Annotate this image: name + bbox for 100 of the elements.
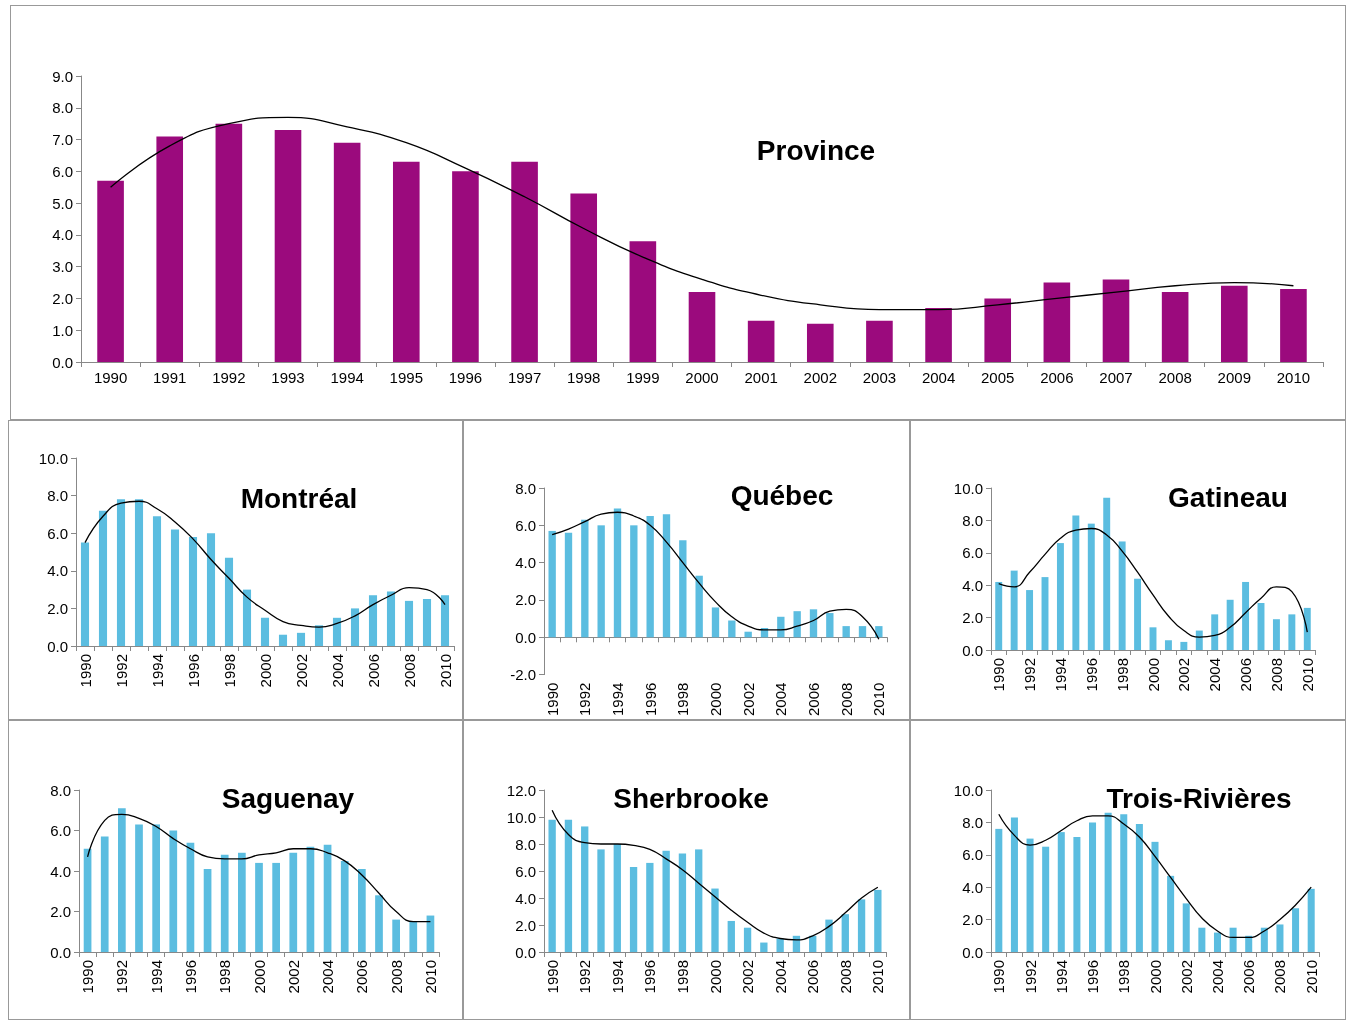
x-tick-label: 1996 bbox=[641, 960, 659, 994]
y-tick-label: 6.0 bbox=[515, 862, 536, 880]
bar bbox=[581, 519, 589, 638]
bar bbox=[98, 510, 108, 646]
bar bbox=[1010, 570, 1018, 650]
x-tick-label: 2008 bbox=[1271, 960, 1289, 994]
y-tick-label: 6.0 bbox=[962, 544, 983, 562]
bar bbox=[826, 613, 834, 638]
y-tick-label: 0.0 bbox=[50, 943, 71, 961]
bar bbox=[1182, 903, 1190, 952]
bar bbox=[1276, 924, 1284, 952]
chart-title: Saguenay bbox=[221, 782, 355, 814]
bar bbox=[688, 292, 716, 362]
x-tick-label: 1990 bbox=[990, 658, 1008, 692]
bar bbox=[156, 136, 184, 362]
x-tick-label: 1995 bbox=[389, 369, 423, 386]
bar bbox=[135, 824, 143, 952]
bar bbox=[206, 533, 216, 646]
y-tick-label: 9.0 bbox=[52, 67, 73, 85]
y-tick-label: 2.0 bbox=[52, 289, 73, 307]
x-tick-label: 2000 bbox=[1144, 658, 1162, 692]
bar bbox=[274, 130, 302, 362]
x-tick-label: 2010 bbox=[869, 960, 887, 994]
bar bbox=[1213, 932, 1221, 952]
x-tick-label: 1996 bbox=[448, 369, 483, 386]
chart-title: Québec bbox=[730, 479, 834, 511]
x-tick-label: 1992 bbox=[576, 682, 594, 717]
text: Montréal bbox=[240, 482, 358, 514]
bar bbox=[597, 525, 605, 638]
x-tick-label: 1991 bbox=[153, 369, 187, 386]
bar bbox=[809, 935, 817, 952]
x-tick-label: 2006 bbox=[364, 654, 382, 688]
bar bbox=[1292, 908, 1300, 952]
bar bbox=[1043, 282, 1071, 362]
y-tick-label: 10.0 bbox=[953, 479, 983, 497]
bar bbox=[597, 849, 605, 952]
bar bbox=[1087, 523, 1095, 650]
y-tick-label: 0.0 bbox=[962, 641, 983, 659]
y-tick-label: 1.0 bbox=[52, 321, 73, 339]
bar bbox=[809, 609, 818, 638]
x-tick-label: 2000 bbox=[706, 960, 724, 994]
x-tick-label: 2007 bbox=[1099, 369, 1133, 386]
x-tick-label: 1990 bbox=[76, 654, 94, 688]
y-tick-label: 4.0 bbox=[962, 576, 983, 594]
line-series bbox=[998, 813, 1312, 939]
y-tick-label: 4.0 bbox=[52, 226, 73, 244]
bar bbox=[613, 508, 622, 638]
bar bbox=[314, 625, 324, 646]
x-tick-label: 1992 bbox=[112, 654, 130, 688]
bar bbox=[629, 866, 638, 952]
x-tick-label: 2006 bbox=[805, 682, 822, 717]
bar bbox=[744, 631, 752, 638]
x-tick-label: 2000 bbox=[250, 960, 268, 994]
bar bbox=[152, 516, 162, 646]
y-tick-label: 6.0 bbox=[52, 162, 73, 180]
bar bbox=[875, 626, 883, 638]
bar bbox=[272, 862, 280, 952]
bar bbox=[289, 852, 298, 952]
bar bbox=[1280, 288, 1307, 362]
y-tick-label: 6.0 bbox=[962, 846, 983, 864]
y-tick-label: 0.0 bbox=[515, 943, 536, 961]
bar bbox=[1057, 832, 1065, 952]
bar bbox=[995, 581, 1003, 650]
x-tick-label: 2002 bbox=[739, 682, 757, 717]
bar bbox=[1229, 927, 1237, 952]
y-tick-label: 8.0 bbox=[47, 487, 68, 505]
bar bbox=[806, 323, 834, 362]
x-tick-label: 2004 bbox=[921, 369, 956, 386]
x-tick-label: 2010 bbox=[870, 682, 888, 717]
line-series bbox=[86, 813, 432, 923]
x-tick-label: 1992 bbox=[212, 369, 246, 386]
y-tick-label: 6.0 bbox=[47, 524, 68, 542]
bar bbox=[777, 616, 785, 638]
bar bbox=[581, 826, 589, 952]
x-tick-label: 1999 bbox=[626, 369, 660, 386]
x-tick-label: 1998 bbox=[1113, 658, 1131, 692]
y-tick-label: 0.0 bbox=[962, 943, 983, 961]
bar bbox=[278, 634, 288, 646]
y-tick-label: 8.0 bbox=[515, 835, 536, 853]
bar bbox=[743, 927, 752, 952]
x-tick-label: 2008 bbox=[387, 960, 405, 994]
bar bbox=[220, 854, 229, 952]
x-tick-label: 1990 bbox=[543, 960, 561, 994]
y-tick-label: 6.0 bbox=[515, 516, 536, 534]
bar bbox=[1072, 515, 1080, 650]
y-tick-label: -2.0 bbox=[510, 666, 536, 684]
bar bbox=[1120, 814, 1128, 952]
bar bbox=[1307, 888, 1315, 952]
x-tick-label: 2010 bbox=[1302, 960, 1320, 994]
x-tick-label: 2006 bbox=[1237, 658, 1255, 692]
bar bbox=[422, 599, 432, 646]
bar bbox=[215, 123, 243, 362]
bar bbox=[242, 589, 252, 646]
bar bbox=[1042, 846, 1050, 952]
bar bbox=[1242, 581, 1250, 650]
x-tick-label: 2000 bbox=[256, 654, 274, 688]
y-tick-label: 2.0 bbox=[962, 609, 983, 627]
y-tick-label: 2.0 bbox=[962, 911, 983, 929]
bar bbox=[392, 161, 420, 362]
bar bbox=[116, 499, 126, 646]
